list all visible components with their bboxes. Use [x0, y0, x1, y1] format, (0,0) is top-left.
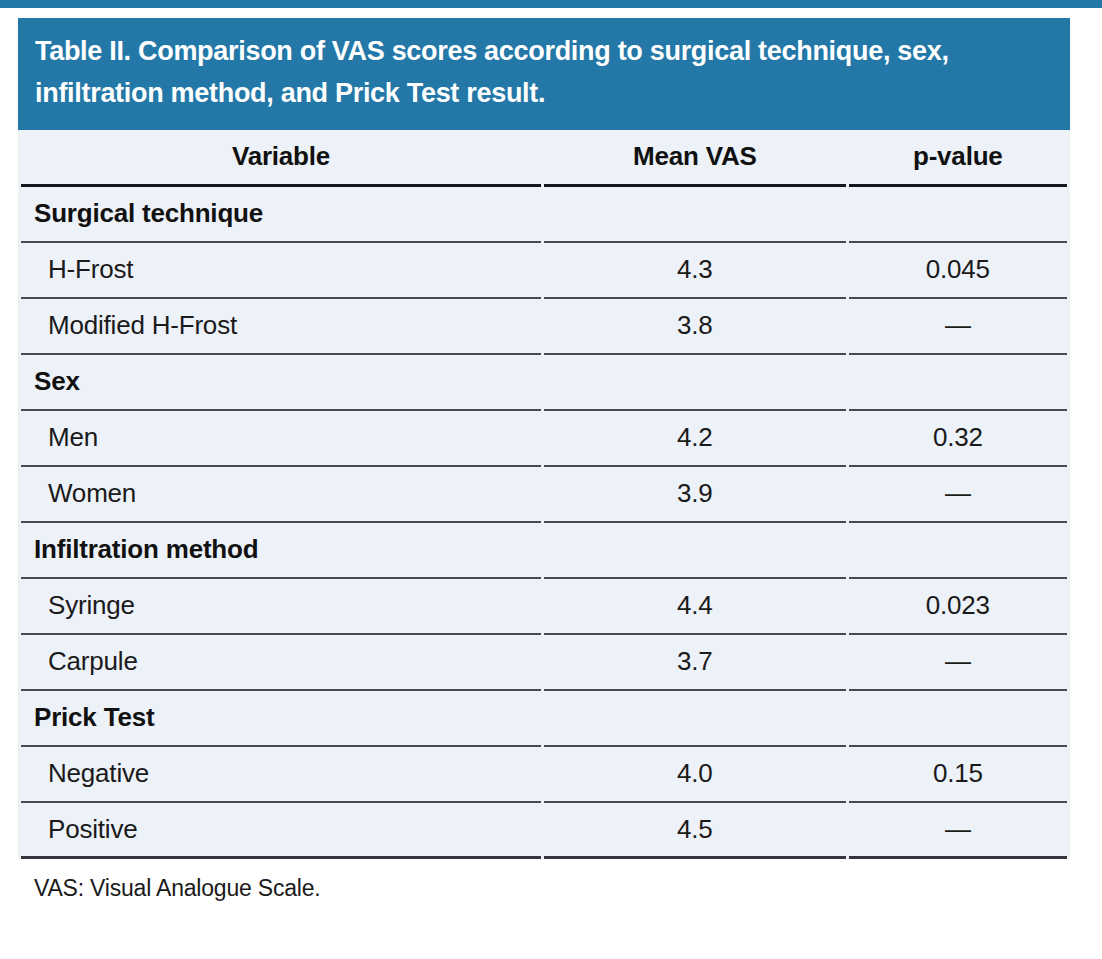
section-empty-cell	[544, 355, 846, 411]
cell-mean-vas: 4.2	[544, 411, 846, 467]
cell-mean-vas: 4.3	[544, 243, 846, 299]
cell-p-value: 0.045	[849, 243, 1067, 299]
section-empty-cell	[544, 691, 846, 747]
section-label: Infiltration method	[21, 523, 541, 579]
column-header-row: Variable Mean VAS p-value	[21, 130, 1067, 187]
cell-variable: Modified H-Frost	[21, 299, 541, 355]
section-empty-cell	[544, 187, 846, 243]
cell-variable: Syringe	[21, 579, 541, 635]
section-row-surgical-technique: Surgical technique	[21, 187, 1067, 243]
section-row-prick-test: Prick Test	[21, 691, 1067, 747]
cell-p-value: —	[849, 635, 1067, 691]
section-empty-cell	[544, 523, 846, 579]
section-row-infiltration-method: Infiltration method	[21, 523, 1067, 579]
cell-mean-vas: 4.5	[544, 803, 846, 859]
section-row-sex: Sex	[21, 355, 1067, 411]
cell-variable: Positive	[21, 803, 541, 859]
cell-mean-vas: 3.9	[544, 467, 846, 523]
cell-variable: Women	[21, 467, 541, 523]
table-title: Table II. Comparison of VAS scores accor…	[18, 18, 1070, 130]
cell-mean-vas: 3.7	[544, 635, 846, 691]
section-label: Prick Test	[21, 691, 541, 747]
top-accent-bar	[0, 0, 1102, 8]
cell-variable: Negative	[21, 747, 541, 803]
cell-variable: H-Frost	[21, 243, 541, 299]
table-row-positive: Positive 4.5 —	[21, 803, 1067, 859]
section-empty-cell	[849, 523, 1067, 579]
cell-p-value: —	[849, 803, 1067, 859]
cell-mean-vas: 3.8	[544, 299, 846, 355]
table-row-men: Men 4.2 0.32	[21, 411, 1067, 467]
cell-p-value: 0.15	[849, 747, 1067, 803]
cell-variable: Men	[21, 411, 541, 467]
cell-mean-vas: 4.4	[544, 579, 846, 635]
cell-mean-vas: 4.0	[544, 747, 846, 803]
table-row-women: Women 3.9 —	[21, 467, 1067, 523]
section-label: Surgical technique	[21, 187, 541, 243]
cell-p-value: —	[849, 299, 1067, 355]
section-empty-cell	[849, 187, 1067, 243]
section-empty-cell	[849, 355, 1067, 411]
column-header-variable: Variable	[21, 130, 541, 187]
cell-p-value: 0.32	[849, 411, 1067, 467]
table-row-carpule: Carpule 3.7 —	[21, 635, 1067, 691]
table-footnote: VAS: Visual Analogue Scale.	[18, 859, 1070, 902]
table-row-syringe: Syringe 4.4 0.023	[21, 579, 1067, 635]
table-row-modified-h-frost: Modified H-Frost 3.8 —	[21, 299, 1067, 355]
column-header-p-value: p-value	[849, 130, 1067, 187]
cell-p-value: 0.023	[849, 579, 1067, 635]
section-empty-cell	[849, 691, 1067, 747]
column-header-mean-vas: Mean VAS	[544, 130, 846, 187]
table-row-negative: Negative 4.0 0.15	[21, 747, 1067, 803]
table-row-h-frost: H-Frost 4.3 0.045	[21, 243, 1067, 299]
table-figure: Table II. Comparison of VAS scores accor…	[18, 18, 1070, 902]
cell-p-value: —	[849, 467, 1067, 523]
vas-comparison-table: Variable Mean VAS p-value Surgical techn…	[18, 130, 1070, 859]
cell-variable: Carpule	[21, 635, 541, 691]
section-label: Sex	[21, 355, 541, 411]
